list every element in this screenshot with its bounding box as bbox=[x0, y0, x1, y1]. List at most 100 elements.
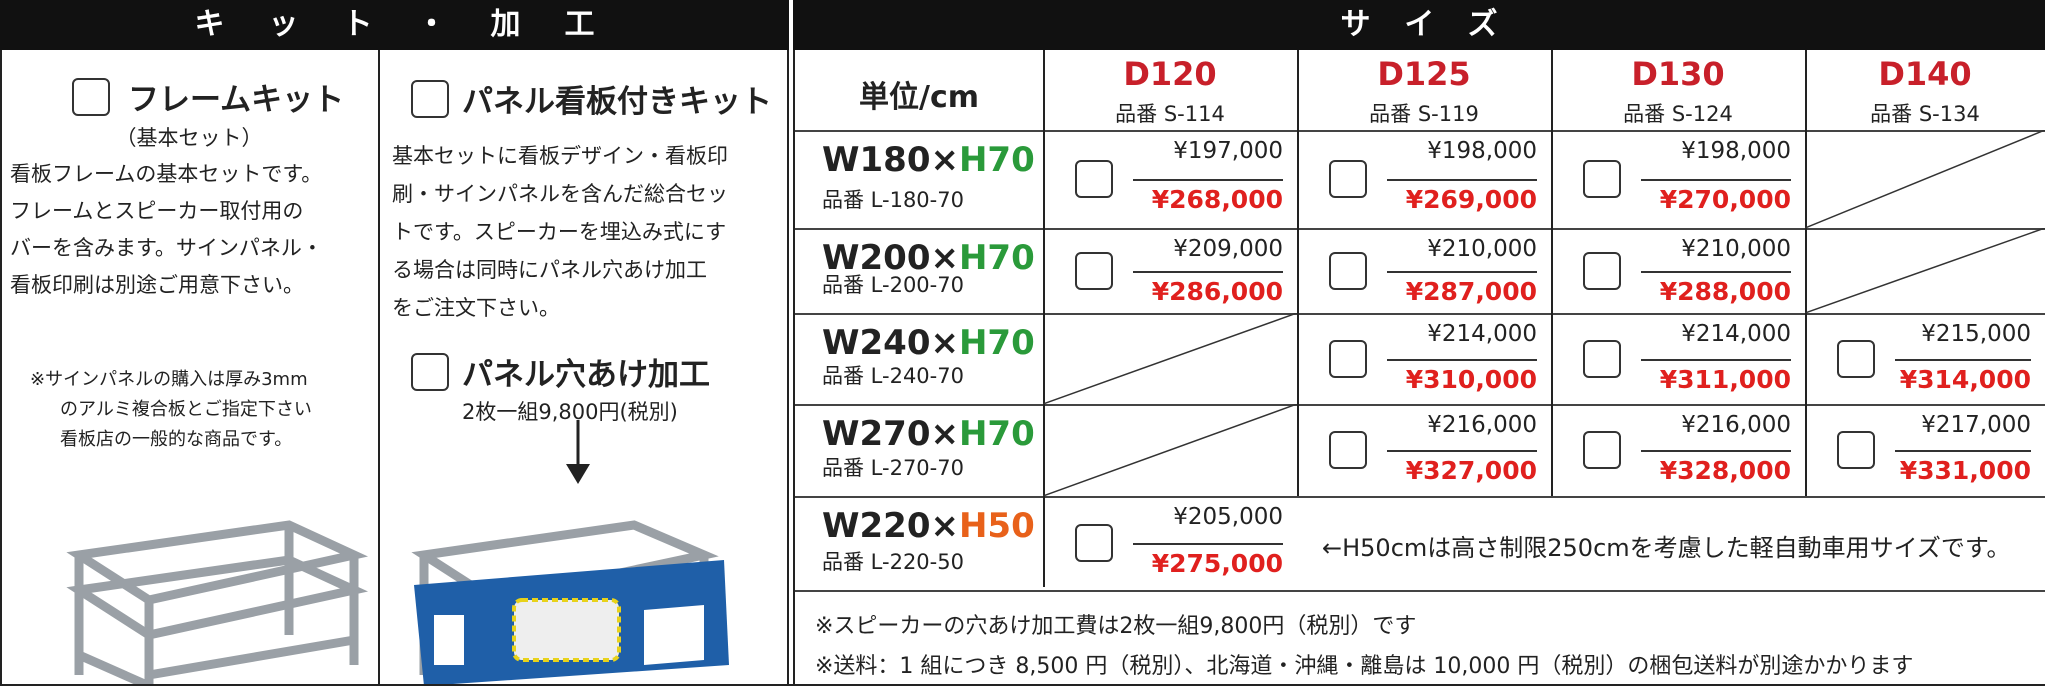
rule bbox=[1895, 450, 2031, 452]
price: ¥216,000 bbox=[1681, 412, 1791, 438]
rule bbox=[0, 684, 2045, 686]
price: ¥216,000 bbox=[1427, 412, 1537, 438]
checkbox bbox=[411, 80, 449, 118]
set-price: ¥314,000 bbox=[1899, 364, 2031, 394]
panel-kit-description: る場合は同時にパネル穴あけ加工 bbox=[392, 258, 707, 282]
frame-kit-note: ※サインパネルの購入は厚み3mm bbox=[30, 369, 308, 390]
set-price: ¥310,000 bbox=[1405, 364, 1537, 394]
set-price: ¥287,000 bbox=[1405, 276, 1537, 306]
unavailable bbox=[1043, 313, 1297, 404]
column-code: 品番 S-119 bbox=[1369, 102, 1479, 126]
panel-kit-description: をご注文下さい。 bbox=[392, 296, 560, 320]
set-price: ¥275,000 bbox=[1151, 549, 1283, 578]
checkbox bbox=[411, 353, 449, 391]
row-width: W270× bbox=[822, 414, 959, 454]
checkbox bbox=[1075, 251, 1113, 290]
panel-kit-description: 刷・サインパネルを含んだ総合セッ bbox=[392, 182, 728, 206]
checkbox bbox=[1075, 160, 1113, 198]
panel-kit-description: 基本セットに看板デザイン・看板印 bbox=[392, 144, 728, 168]
rule bbox=[793, 50, 795, 686]
rule bbox=[1387, 450, 1537, 452]
set-price: ¥288,000 bbox=[1659, 276, 1791, 306]
row-width: W200× bbox=[822, 238, 959, 278]
checkbox bbox=[1329, 251, 1367, 290]
frame-kit-description: フレームとスピーカー取付用の bbox=[10, 199, 304, 223]
checkbox bbox=[1583, 431, 1621, 469]
footnote: ※送料：1 組につき 8,500 円（税別）、北海道・沖縄・離島は 10,000… bbox=[815, 654, 1914, 679]
rule bbox=[795, 404, 2045, 406]
row-width: W240× bbox=[822, 323, 959, 363]
row-remark: ←H50cmは高さ制限250cmを考慮した軽自動車用サイズです。 bbox=[1322, 534, 2011, 562]
price: ¥198,000 bbox=[1681, 138, 1791, 164]
frame-kit-note: 看板店の一般的な商品です。 bbox=[60, 429, 293, 450]
checkbox bbox=[1583, 339, 1621, 378]
panel-kit-title: パネル看板付きキット bbox=[462, 84, 772, 120]
price: ¥197,000 bbox=[1173, 138, 1283, 164]
row-height: H50 bbox=[958, 506, 1035, 546]
frame-kit-subtitle: （基本セット） bbox=[115, 126, 263, 150]
checkbox bbox=[72, 78, 110, 116]
price: ¥210,000 bbox=[1427, 236, 1537, 262]
row-height: H70 bbox=[958, 238, 1035, 278]
price: ¥205,000 bbox=[1173, 504, 1283, 530]
rule bbox=[378, 50, 380, 686]
rule bbox=[795, 228, 2045, 230]
rule bbox=[1805, 50, 1807, 496]
row-code: 品番 L-240-70 bbox=[822, 364, 964, 388]
unavailable bbox=[1043, 404, 1297, 496]
unavailable bbox=[1805, 228, 2045, 313]
column-code: 品番 S-134 bbox=[1870, 102, 1980, 126]
frame-kit-note: のアルミ複合板とご指定下さい bbox=[60, 399, 312, 420]
rule bbox=[0, 50, 2, 686]
price: ¥214,000 bbox=[1681, 321, 1791, 347]
rule bbox=[1641, 358, 1791, 361]
rule bbox=[787, 50, 789, 686]
row-label: W240×H70 bbox=[822, 323, 1035, 363]
rule bbox=[795, 130, 2045, 132]
price: ¥209,000 bbox=[1173, 236, 1283, 262]
checkbox bbox=[1075, 524, 1113, 562]
left-header: キット・加工 bbox=[0, 0, 789, 50]
row-code: 品番 L-270-70 bbox=[822, 456, 964, 480]
checkbox bbox=[1583, 251, 1621, 290]
set-price: ¥269,000 bbox=[1405, 185, 1537, 214]
column-code: 品番 S-114 bbox=[1115, 102, 1225, 126]
rule bbox=[1551, 50, 1553, 496]
checkbox bbox=[1329, 160, 1367, 198]
unavailable bbox=[1805, 130, 2045, 228]
row-width: W180× bbox=[822, 140, 959, 180]
rule bbox=[1641, 179, 1791, 181]
checkbox bbox=[1583, 160, 1621, 198]
set-price: ¥270,000 bbox=[1659, 185, 1791, 214]
set-price: ¥331,000 bbox=[1899, 456, 2031, 485]
depth-header: D125 bbox=[1377, 55, 1471, 93]
rule bbox=[1641, 270, 1791, 273]
rule bbox=[795, 496, 2045, 498]
depth-header: D140 bbox=[1878, 55, 1972, 93]
frame-kit-description: バーを含みます。サインパネル・ bbox=[10, 236, 323, 260]
rule bbox=[1641, 450, 1791, 452]
price: ¥215,000 bbox=[1921, 321, 2031, 347]
frame-kit-description: 看板印刷は別途ご用意下さい。 bbox=[10, 273, 304, 297]
set-price: ¥327,000 bbox=[1405, 456, 1537, 485]
row-label: W180×H70 bbox=[822, 140, 1035, 180]
rule bbox=[1387, 270, 1537, 273]
rule bbox=[1133, 543, 1283, 545]
depth-header: D120 bbox=[1123, 55, 1217, 93]
row-label: W200×H70 bbox=[822, 238, 1035, 278]
row-code: 品番 L-200-70 bbox=[822, 273, 964, 297]
row-code: 品番 L-180-70 bbox=[822, 188, 964, 212]
column-code: 品番 S-124 bbox=[1623, 102, 1733, 126]
price: ¥217,000 bbox=[1921, 412, 2031, 438]
set-price: ¥328,000 bbox=[1659, 456, 1791, 485]
row-height: H70 bbox=[958, 414, 1035, 454]
set-price: ¥286,000 bbox=[1151, 276, 1283, 306]
row-width: W220× bbox=[822, 506, 959, 546]
panel-hole-title: パネル穴あけ加工 bbox=[462, 357, 710, 393]
row-label: W270×H70 bbox=[822, 414, 1035, 454]
rule bbox=[1387, 358, 1537, 361]
frame-image bbox=[39, 515, 369, 686]
checkbox bbox=[1837, 339, 1875, 378]
frame-kit-description: 看板フレームの基本セットです。 bbox=[10, 162, 323, 186]
rule bbox=[1043, 50, 1045, 587]
